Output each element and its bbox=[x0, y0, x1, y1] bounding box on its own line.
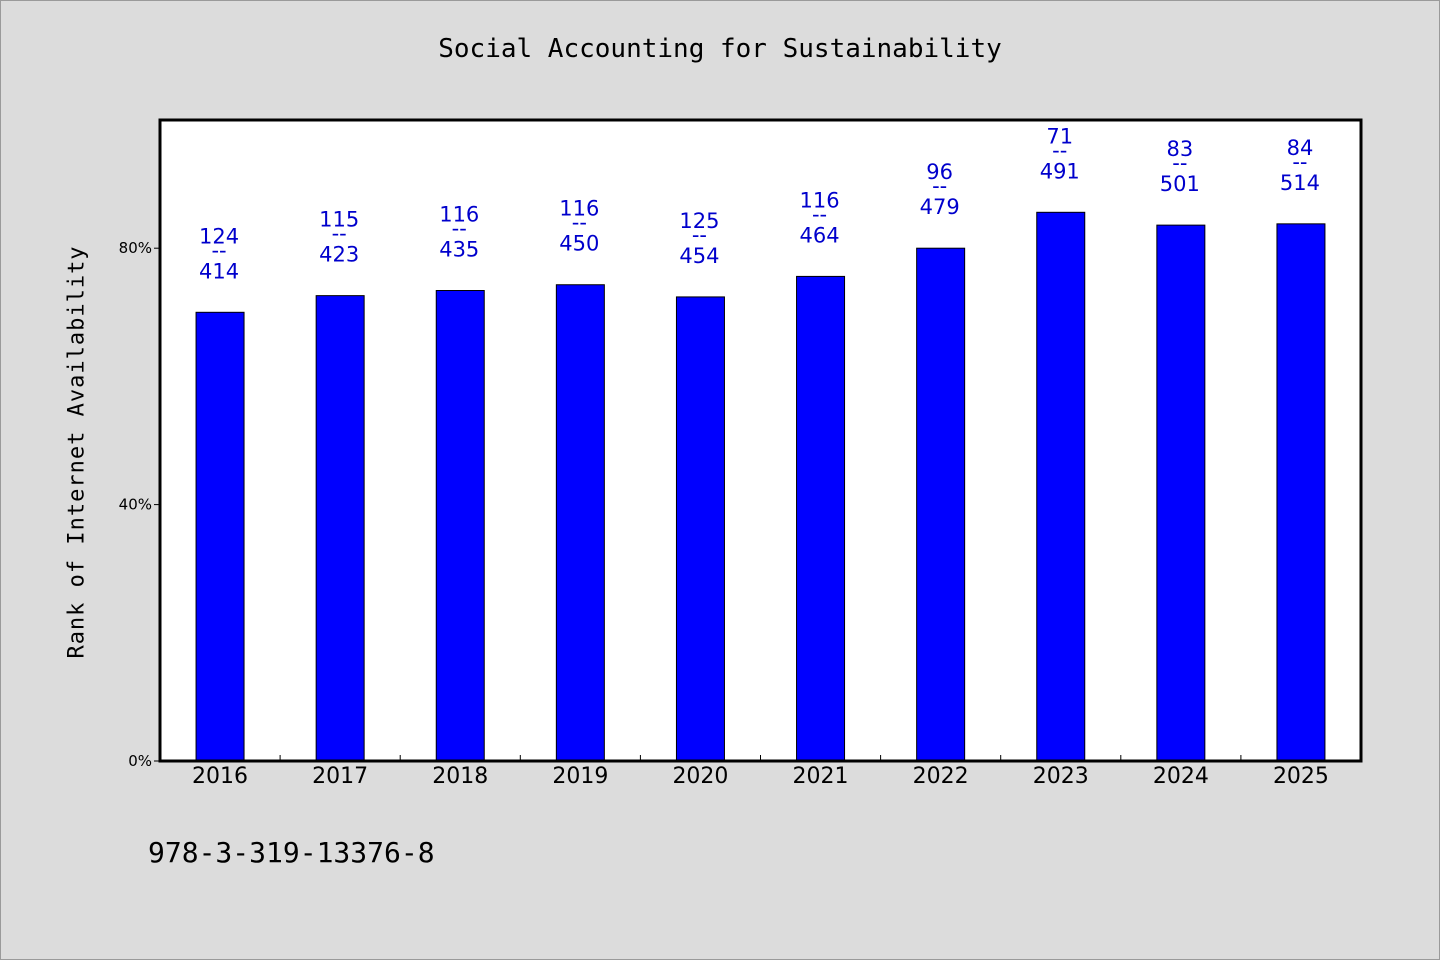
y-tick-label: 40% bbox=[119, 496, 152, 514]
data-label-top: 116 bbox=[559, 197, 599, 221]
data-label-bottom: 423 bbox=[319, 243, 359, 267]
data-label-top: 116 bbox=[439, 203, 479, 227]
data-label-bottom: 414 bbox=[199, 259, 239, 283]
data-label-separator: -- bbox=[211, 238, 226, 262]
data-label-top: 124 bbox=[199, 224, 239, 248]
data-label-separator: -- bbox=[692, 223, 707, 247]
data-label-bottom: 464 bbox=[800, 223, 840, 247]
x-tick-label: 2022 bbox=[913, 764, 969, 789]
data-label-bottom: 479 bbox=[920, 195, 960, 219]
data-label-top: 83 bbox=[1166, 137, 1193, 161]
data-label-separator: -- bbox=[932, 174, 947, 198]
x-tick-label: 2018 bbox=[432, 764, 488, 789]
bar-2022 bbox=[916, 247, 966, 762]
data-label-separator: -- bbox=[1292, 150, 1307, 174]
data-label-separator: -- bbox=[332, 222, 347, 246]
data-label-top: 71 bbox=[1046, 124, 1073, 148]
bar-2020 bbox=[675, 296, 725, 762]
x-tick-label: 2024 bbox=[1153, 764, 1209, 789]
bar-2019 bbox=[555, 284, 605, 762]
data-label-bottom: 450 bbox=[559, 232, 599, 256]
data-label-separator: -- bbox=[1172, 151, 1187, 175]
y-tick-label: 0% bbox=[128, 752, 152, 770]
data-label-bottom: 454 bbox=[679, 244, 719, 268]
data-label-top: 116 bbox=[800, 188, 840, 212]
isbn-footer: 978-3-319-13376-8 bbox=[148, 836, 435, 869]
data-label-bottom: 514 bbox=[1280, 171, 1320, 195]
data-label-top: 125 bbox=[679, 209, 719, 233]
data-label-separator: -- bbox=[452, 217, 467, 241]
bar-2024 bbox=[1156, 224, 1206, 762]
x-tick-label: 2025 bbox=[1273, 764, 1329, 789]
bar-2017 bbox=[315, 295, 365, 762]
data-label-separator: -- bbox=[572, 211, 587, 235]
data-label-top: 96 bbox=[926, 160, 953, 184]
bar-2025 bbox=[1276, 223, 1326, 762]
data-label-bottom: 435 bbox=[439, 238, 479, 262]
x-tick-label: 2017 bbox=[312, 764, 368, 789]
data-label-bottom: 491 bbox=[1040, 159, 1080, 183]
bar-2023 bbox=[1036, 211, 1086, 762]
bar-2016 bbox=[195, 311, 245, 762]
data-label-top: 115 bbox=[319, 208, 359, 232]
x-tick-label: 2020 bbox=[672, 764, 728, 789]
data-label-separator: -- bbox=[1052, 138, 1067, 162]
bar-2018 bbox=[435, 290, 485, 762]
data-label-bottom: 501 bbox=[1160, 172, 1200, 196]
chart-title: Social Accounting for Sustainability bbox=[438, 34, 1002, 64]
y-tick-label: 80% bbox=[119, 239, 152, 257]
data-label-separator: -- bbox=[812, 202, 827, 226]
x-tick-label: 2023 bbox=[1033, 764, 1089, 789]
x-tick-label: 2019 bbox=[552, 764, 608, 789]
x-tick-label: 2021 bbox=[793, 764, 849, 789]
data-label-top: 84 bbox=[1287, 136, 1314, 160]
x-tick-label: 2016 bbox=[192, 764, 248, 789]
bar-2021 bbox=[796, 275, 846, 762]
